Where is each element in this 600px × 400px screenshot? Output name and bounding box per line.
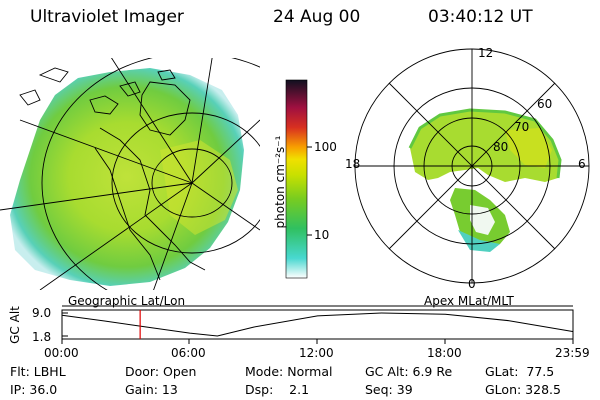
status-ip: IP: 36.0 — [10, 382, 58, 397]
lat-circle-outer — [41, 58, 260, 290]
mlt-label-6: 6 — [578, 157, 586, 171]
colorbar — [285, 79, 308, 279]
meridians — [0, 58, 260, 290]
timeline-xtick-1800: 18:00 — [427, 346, 462, 360]
status-seq: Seq: 39 — [365, 382, 413, 397]
geographic-label: Geographic Lat/Lon — [68, 294, 186, 308]
coastline-canada — [94, 127, 206, 281]
colorbar-label: photon cm⁻²s⁻¹ — [273, 135, 287, 229]
aurora-oval-edge — [408, 108, 562, 179]
colorbar-tick-10: 10 — [314, 228, 330, 242]
timeline-xtick-2359: 23:59 — [555, 346, 590, 360]
timeline-chart — [61, 305, 574, 344]
timeline-ylabel: GC Alt — [7, 306, 22, 344]
polar-panel — [354, 48, 590, 284]
aurora-image-geographic — [10, 68, 244, 286]
timeline-xticks — [61, 339, 574, 344]
lat-label-60: 60 — [537, 97, 553, 111]
status-glon: GLon: 328.5 — [485, 382, 561, 397]
altitude-curve — [61, 312, 573, 337]
geographic-panel — [0, 58, 260, 290]
mlt-label-0: 0 — [468, 277, 476, 291]
image-date: 24 Aug 00 — [273, 7, 361, 27]
mlt-label-12: 12 — [478, 46, 494, 60]
aurora-oval — [410, 110, 560, 182]
colorbar-ticks — [307, 146, 312, 236]
timeline-xtick-1200: 12:00 — [299, 346, 334, 360]
status-mode: Mode: Normal — [245, 364, 333, 379]
status-door: Door: Open — [125, 364, 197, 379]
lat-circle-inner — [151, 148, 233, 218]
lat-label-70: 70 — [514, 120, 530, 134]
aurora-tail-cyan — [458, 230, 500, 252]
status-gcalt: GC Alt: 6.9 Re — [365, 364, 453, 379]
polar-spokes — [355, 49, 589, 283]
timeline-xtick-0000: 00:00 — [44, 346, 79, 360]
lat-circle-middle — [111, 112, 260, 254]
aurora-tail-white — [470, 205, 495, 235]
mlt-label-18: 18 — [345, 157, 361, 171]
status-gain: Gain: 13 — [125, 382, 178, 397]
aurora-bright-spot — [505, 128, 552, 168]
apex-label: Apex MLat/MLT — [424, 294, 514, 308]
image-time: 03:40:12 UT — [428, 7, 533, 27]
colorbar-tick-100: 100 — [314, 140, 337, 154]
timeline-ytick-9: 9.0 — [32, 306, 52, 320]
timeline-yticks — [62, 312, 68, 337]
timeline-ytick-1-8: 1.8 — [32, 330, 52, 344]
timeline-xtick-0600: 06:00 — [171, 346, 206, 360]
status-dsp: Dsp: 2.1 — [245, 382, 310, 397]
timeline-frame — [61, 309, 574, 340]
status-filter: Flt: LBHL — [10, 364, 66, 379]
status-glat: GLat: 77.5 — [485, 364, 555, 379]
coastline-islands — [19, 67, 141, 115]
coastline-greenland — [139, 69, 191, 136]
lat-label-80: 80 — [493, 140, 509, 154]
app-title: Ultraviolet Imager — [30, 7, 184, 27]
